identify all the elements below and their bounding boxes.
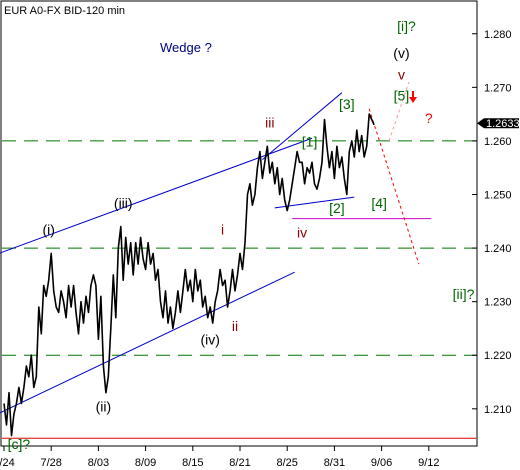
x-tick-label: 8/25 bbox=[276, 457, 297, 469]
wave-label: v bbox=[398, 66, 405, 82]
y-tick-label: 1.260 bbox=[484, 136, 512, 148]
chart-title: EUR A0-FX BID-120 min bbox=[4, 5, 125, 17]
x-tick-label: 8/31 bbox=[324, 457, 345, 469]
y-tick-label: 1.270 bbox=[484, 82, 512, 94]
y-tick-label: 1.280 bbox=[484, 29, 512, 41]
projection-alt-line bbox=[388, 81, 410, 142]
wave-label: [ii]? bbox=[453, 286, 475, 302]
trendline bbox=[262, 92, 343, 161]
x-axis: 7/24 7/28 8/03 8/09 8/15 8/21 8/25 8/31 9/06 9/12 bbox=[0, 446, 440, 469]
wave-label: [2] bbox=[329, 200, 345, 216]
y-tick-label: 1.250 bbox=[484, 189, 512, 201]
wave-label: (v) bbox=[393, 45, 409, 61]
wave-label: (i) bbox=[42, 222, 54, 238]
wave-label: (iii) bbox=[114, 195, 133, 211]
wave-label: iv bbox=[297, 224, 307, 240]
wedge-annotation: Wedge ? bbox=[160, 40, 212, 55]
last-value-marker bbox=[477, 118, 519, 129]
wave-label: (iv) bbox=[200, 332, 219, 348]
x-tick-label: 8/15 bbox=[182, 457, 203, 469]
wave-label: i bbox=[221, 222, 224, 238]
x-tick-label: 7/28 bbox=[40, 457, 61, 469]
price-line bbox=[3, 113, 375, 437]
plot-frame bbox=[0, 0, 478, 447]
y-tick-label: 1.240 bbox=[484, 243, 512, 255]
red-down-arrow-icon bbox=[409, 91, 417, 103]
last-value-label: 1.2633 bbox=[486, 118, 520, 130]
grid-lines bbox=[2, 140, 476, 439]
wave-label: [c]? bbox=[8, 436, 31, 452]
x-tick-label: 7/24 bbox=[0, 457, 15, 469]
wave-label: (ii) bbox=[96, 398, 112, 414]
x-tick-label: 8/21 bbox=[229, 457, 250, 469]
x-tick-label: 8/03 bbox=[88, 457, 109, 469]
wave-labels: (i)(ii)(iii)(iv)iiiiiiiv[1][2][3][4][5](… bbox=[8, 18, 475, 452]
price-series bbox=[3, 113, 375, 437]
wave-label: ii bbox=[232, 318, 238, 334]
wave-label: [4] bbox=[371, 195, 387, 211]
y-tick-label: 1.220 bbox=[484, 350, 512, 362]
y-axis: 1.210 1.220 1.230 1.240 1.250 1.260 1.270 1.280… bbox=[472, 29, 520, 416]
wave-label: [1] bbox=[302, 133, 318, 149]
wave-label: [i]? bbox=[397, 18, 416, 34]
y-tick-label: 1.230 bbox=[484, 297, 512, 309]
x-tick-label: 9/12 bbox=[418, 457, 439, 469]
wave-label: [3] bbox=[339, 96, 355, 112]
x-tick-label: 9/06 bbox=[371, 457, 392, 469]
trendline bbox=[0, 271, 295, 414]
x-tick-label: 8/09 bbox=[135, 457, 156, 469]
wave-label: [5] bbox=[394, 88, 410, 104]
wave-label: ? bbox=[425, 110, 433, 126]
wave-label: iii bbox=[265, 115, 274, 131]
y-tick-label: 1.210 bbox=[484, 404, 512, 416]
